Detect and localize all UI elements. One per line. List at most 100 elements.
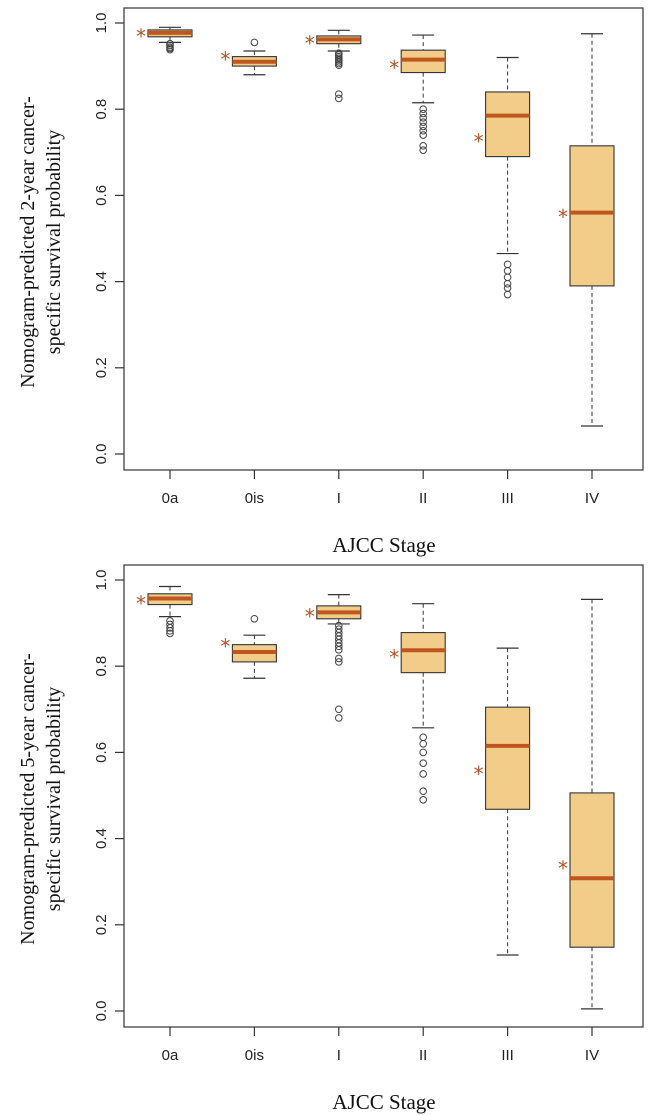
box-iqr <box>569 145 615 287</box>
outlier-point <box>335 714 343 722</box>
box-IV: * <box>558 598 615 1010</box>
observed-star-marker: * <box>136 25 146 49</box>
observed-star-marker: * <box>389 645 399 669</box>
box-0is: * <box>220 38 277 76</box>
outlier-point <box>335 705 343 714</box>
box-III: * <box>474 647 531 956</box>
outlier-point <box>335 90 343 98</box>
outlier-point <box>419 142 428 150</box>
x-tick-label: IV <box>585 1047 599 1064</box>
outlier-point <box>503 273 512 282</box>
y-axis-title-line: specific survival probability <box>43 687 65 911</box>
observed-star-marker: * <box>389 56 399 80</box>
y-axis-title-line: Nomogram-predicted 2-year cancer- <box>17 96 39 388</box>
outlier-point <box>335 61 343 70</box>
x-axis-title: AJCC Stage <box>332 533 435 557</box>
y-axis-title-line: Nomogram-predicted 5-year cancer- <box>17 653 39 945</box>
box-iqr <box>400 632 446 674</box>
y-tick-label: 1.0 <box>93 570 110 591</box>
y-tick-label: 0.2 <box>93 914 110 935</box>
observed-star-marker: * <box>136 592 146 616</box>
outlier-point <box>419 109 428 118</box>
outlier-point <box>419 122 428 131</box>
y-tick-label: 0.8 <box>93 99 110 120</box>
outlier-point <box>419 796 428 804</box>
outlier-point <box>419 748 428 757</box>
x-tick-label: 0a <box>162 1047 179 1064</box>
outlier-point <box>335 654 343 663</box>
box-0a: * <box>136 585 193 638</box>
y-tick-label: 0.8 <box>93 656 110 677</box>
observed-star-marker: * <box>220 635 230 659</box>
outlier-point <box>503 260 512 269</box>
outlier-point <box>419 739 428 748</box>
outlier-point <box>419 105 428 113</box>
outlier-point <box>419 733 428 742</box>
outlier-point <box>503 279 512 288</box>
box-II: * <box>389 34 446 154</box>
outlier-point <box>335 658 343 666</box>
outlier-point <box>419 759 428 767</box>
outlier-point <box>166 624 174 632</box>
plot-frame <box>123 564 644 1028</box>
y-tick-label: 0.0 <box>93 1001 110 1022</box>
observed-star-marker: * <box>474 129 484 153</box>
box-II: * <box>389 603 446 804</box>
x-tick-label: 0is <box>245 490 264 507</box>
outlier-point <box>166 627 174 635</box>
y-tick-label: 0.4 <box>93 828 110 849</box>
x-tick-label: IV <box>585 490 599 507</box>
x-tick-label: I <box>337 1047 341 1064</box>
x-tick-label: III <box>501 1047 514 1064</box>
y-tick-label: 0.6 <box>93 185 110 206</box>
chart-panel-2-year: 0.0 0.2 0.4 0.6 0.8 1.0 0a 0is I II III IV AJCC Stag… <box>0 0 658 557</box>
x-tick-label: 0is <box>245 1047 264 1064</box>
outlier-point <box>419 770 428 778</box>
outlier-point <box>335 94 343 103</box>
x-tick-label: III <box>501 490 514 507</box>
x-tick-label: I <box>337 490 341 507</box>
outlier-point <box>166 45 174 54</box>
x-tick-label: II <box>419 490 427 507</box>
box-iqr <box>485 706 531 810</box>
outlier-point <box>419 114 428 122</box>
plot-frame <box>123 7 644 471</box>
outlier-point <box>250 614 259 623</box>
observed-star-marker: * <box>220 47 230 71</box>
y-axis-title-line: specific survival probability <box>43 130 65 354</box>
outlier-point <box>335 642 343 651</box>
outlier-point <box>419 131 428 139</box>
observed-star-marker: * <box>558 857 568 881</box>
outlier-point <box>419 118 428 126</box>
observed-star-marker: * <box>305 604 315 628</box>
observed-star-marker: * <box>474 762 484 786</box>
outlier-point <box>503 284 512 292</box>
observed-star-marker: * <box>558 205 568 229</box>
box-0a: * <box>136 25 193 54</box>
outlier-point <box>419 787 428 795</box>
box-I: * <box>305 594 362 722</box>
x-tick-label: 0a <box>162 490 179 507</box>
y-tick-label: 0.4 <box>93 271 110 292</box>
outlier-point <box>166 629 174 638</box>
y-tick-label: 0.0 <box>93 444 110 465</box>
box-0is: * <box>220 614 277 679</box>
outlier-point <box>419 146 428 154</box>
x-axis-title: AJCC Stage <box>332 1090 435 1114</box>
x-tick-label: II <box>419 1047 427 1064</box>
box-III: * <box>474 56 531 299</box>
box-iqr <box>569 792 615 948</box>
chart-panel-5-year: 0.0 0.2 0.4 0.6 0.8 1.0 0a 0is I II III IV AJCC Stag… <box>0 557 658 1114</box>
box-I: * <box>305 29 362 103</box>
y-tick-label: 0.2 <box>93 357 110 378</box>
outlier-point <box>419 126 428 135</box>
box-iqr <box>485 91 531 158</box>
outlier-point <box>503 290 512 299</box>
y-tick-label: 1.0 <box>93 13 110 34</box>
outlier-point <box>250 38 259 47</box>
box-IV: * <box>558 33 615 427</box>
y-tick-label: 0.6 <box>93 742 110 763</box>
outlier-point <box>503 267 512 275</box>
